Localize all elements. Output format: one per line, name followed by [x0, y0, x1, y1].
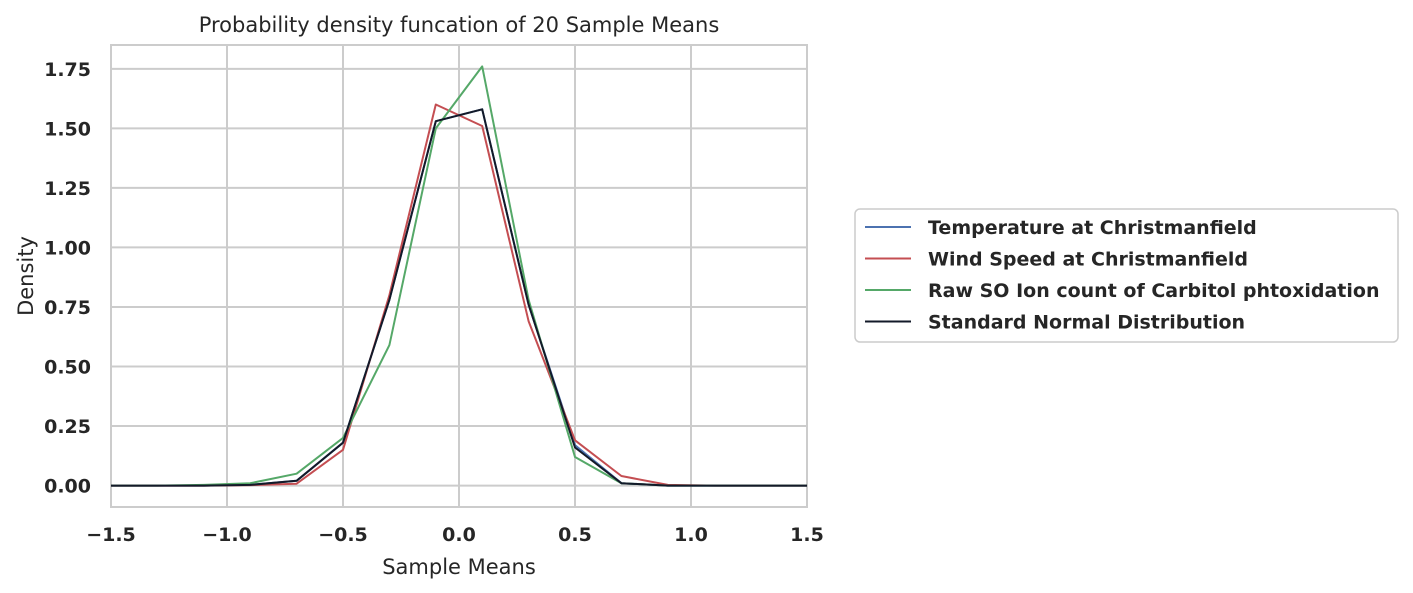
y-axis-label: Density [14, 236, 38, 316]
legend-label: Raw SO Ion count of Carbitol phtoxidatio… [928, 280, 1379, 302]
x-tick-label: −0.5 [318, 524, 368, 546]
chart-title: Probability density funcation of 20 Samp… [199, 13, 720, 37]
y-tick-label: 1.25 [44, 178, 91, 200]
series-line-3 [111, 108, 807, 487]
y-tick-label: 1.00 [44, 237, 91, 259]
y-tick-label: 0.25 [44, 416, 91, 438]
legend: Temperature at Christmanfield Wind Speed … [854, 208, 1399, 343]
legend-label: Standard Normal Distribution [928, 312, 1245, 334]
x-tick-label: 0.5 [558, 524, 592, 546]
x-tick-label: 1.0 [674, 524, 708, 546]
x-axis-label: Sample Means [382, 555, 536, 579]
y-tick-label: 0.75 [44, 297, 91, 319]
y-tick-label: 0.50 [44, 356, 91, 378]
legend-box [854, 208, 1399, 343]
y-tick-label: 0.00 [44, 476, 91, 498]
x-tick-labels: −1.5 −1.0 −0.5 0.0 0.5 1.0 1.5 [86, 524, 824, 546]
legend-label: Wind Speed at Christmanfield [928, 249, 1248, 271]
x-tick-label: 1.5 [790, 524, 824, 546]
plot-frame [110, 44, 808, 508]
y-tick-label: 1.75 [44, 59, 91, 81]
x-tick-label: 0.0 [442, 524, 476, 546]
legend-label: Temperature at Christmanfield [928, 217, 1257, 239]
x-tick-label: −1.0 [202, 524, 252, 546]
x-tick-label: −1.5 [86, 524, 136, 546]
y-tick-label: 1.50 [44, 118, 91, 140]
y-tick-labels: 0.00 0.25 0.50 0.75 1.00 1.25 1.50 1.75 [44, 59, 91, 498]
series-lines [111, 65, 807, 487]
